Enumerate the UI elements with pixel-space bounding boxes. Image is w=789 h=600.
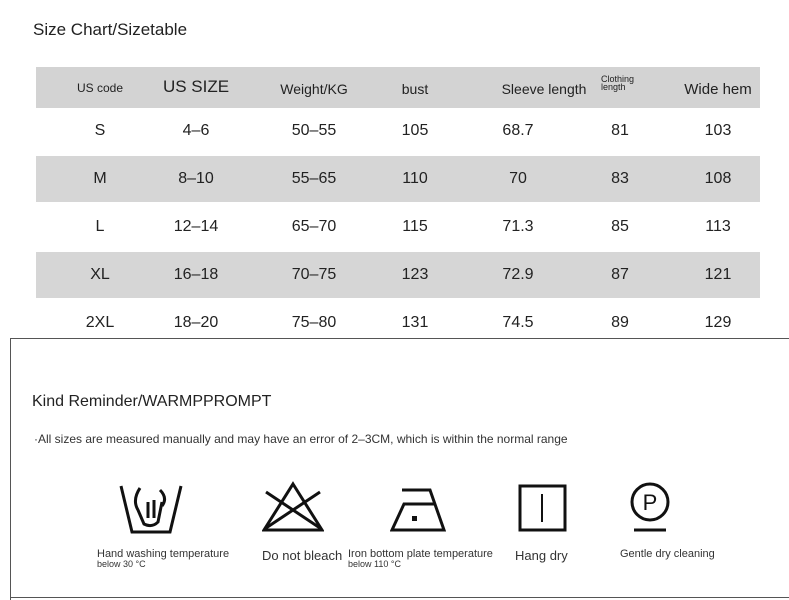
reminder-title: Kind Reminder/WARMPPROMPT: [32, 393, 272, 410]
cell-us-code: 2XL: [85, 314, 115, 331]
table-row: L 12–14 65–70 115 71.3 85 113: [36, 204, 760, 250]
section-border-bottom: [10, 597, 789, 598]
cell-us-size: 8–10: [178, 170, 214, 187]
header-clothing-length: Clothing length: [601, 74, 635, 92]
care-label-dry-clean: Gentle dry cleaning: [620, 548, 715, 560]
table-row: XL 16–18 70–75 123 72.9 87 121: [36, 252, 760, 298]
cell-clothing-length: 87: [611, 266, 629, 283]
size-chart-title: Size Chart/Sizetable: [33, 20, 188, 39]
cell-bust: 115: [402, 218, 428, 235]
cell-sleeve-length: 70: [509, 170, 527, 187]
care-label-iron: Iron bottom plate temperature below 110 °…: [348, 548, 493, 569]
cell-us-size: 16–18: [173, 266, 219, 283]
care-label-text: Hand washing temperature: [97, 548, 230, 560]
cell-weight: 50–55: [291, 122, 337, 139]
cell-sleeve-length: 71.3: [502, 218, 534, 235]
cell-wide-hem: 108: [704, 170, 732, 187]
hand-wash-icon: [119, 485, 183, 534]
cell-us-size: 12–14: [173, 218, 219, 235]
header-bust: bust: [401, 81, 429, 97]
hang-dry-icon: [518, 484, 567, 532]
cell-us-code: XL: [90, 266, 110, 283]
care-label-hang-dry: Hang dry: [515, 548, 568, 563]
size-table: US code US SIZE Weight/KG bust Sleeve le…: [36, 67, 760, 346]
cell-us-code: L: [95, 218, 105, 235]
cell-wide-hem: 129: [704, 314, 732, 331]
cell-clothing-length: 85: [611, 218, 629, 235]
cell-us-code: S: [94, 122, 106, 139]
cell-us-size: 4–6: [182, 122, 210, 139]
reminder-note: ·All sizes are measured manually and may…: [34, 432, 568, 446]
cell-clothing-length: 81: [611, 122, 629, 139]
care-label-no-bleach: Do not bleach: [262, 548, 343, 563]
table-row: 2XL 18–20 75–80 131 74.5 89 129: [36, 300, 760, 346]
cell-sleeve-length: 74.5: [502, 314, 534, 331]
section-border-left: [10, 338, 11, 600]
cell-bust: 123: [401, 266, 429, 283]
care-label-hand-wash: Hand washing temperature below 30 °C: [97, 548, 230, 569]
care-label-text: Iron bottom plate temperature: [348, 548, 493, 560]
cell-weight: 70–75: [291, 266, 337, 283]
header-sleeve-length: Sleeve length: [501, 81, 587, 97]
table-row: S 4–6 50–55 105 68.7 81 103: [36, 108, 760, 154]
dry-clean-icon: P: [630, 482, 670, 532]
care-label-subtext: below 110 °C: [348, 559, 401, 569]
cell-weight: 55–65: [291, 170, 337, 187]
cell-weight: 75–80: [291, 314, 337, 331]
table-header: US code US SIZE Weight/KG bust Sleeve le…: [36, 67, 760, 108]
header-us-size: US SIZE: [162, 77, 230, 96]
cell-bust: 110: [402, 170, 428, 187]
no-bleach-icon: [262, 481, 324, 532]
cell-clothing-length: 89: [611, 314, 629, 331]
cell-sleeve-length: 72.9: [502, 266, 534, 283]
header-us-code: US code: [76, 81, 124, 95]
cell-wide-hem: 121: [704, 266, 732, 283]
cell-clothing-length: 83: [611, 170, 629, 187]
care-label-subtext: below 30 °C: [97, 559, 146, 569]
cell-us-code: M: [93, 170, 107, 187]
cell-bust: 105: [401, 122, 429, 139]
cell-wide-hem: 113: [705, 218, 731, 235]
section-divider: [10, 338, 789, 339]
cell-us-size: 18–20: [173, 314, 219, 331]
iron-icon: [390, 488, 446, 532]
svg-text:P: P: [643, 490, 658, 515]
cell-weight: 65–70: [291, 218, 337, 235]
table-row: M 8–10 55–65 110 70 83 108: [36, 156, 760, 202]
cell-sleeve-length: 68.7: [502, 122, 534, 139]
header-wide-hem: Wide hem: [684, 81, 752, 98]
cell-wide-hem: 103: [704, 122, 732, 139]
header-weight: Weight/KG: [280, 81, 348, 97]
cell-bust: 131: [401, 314, 429, 331]
